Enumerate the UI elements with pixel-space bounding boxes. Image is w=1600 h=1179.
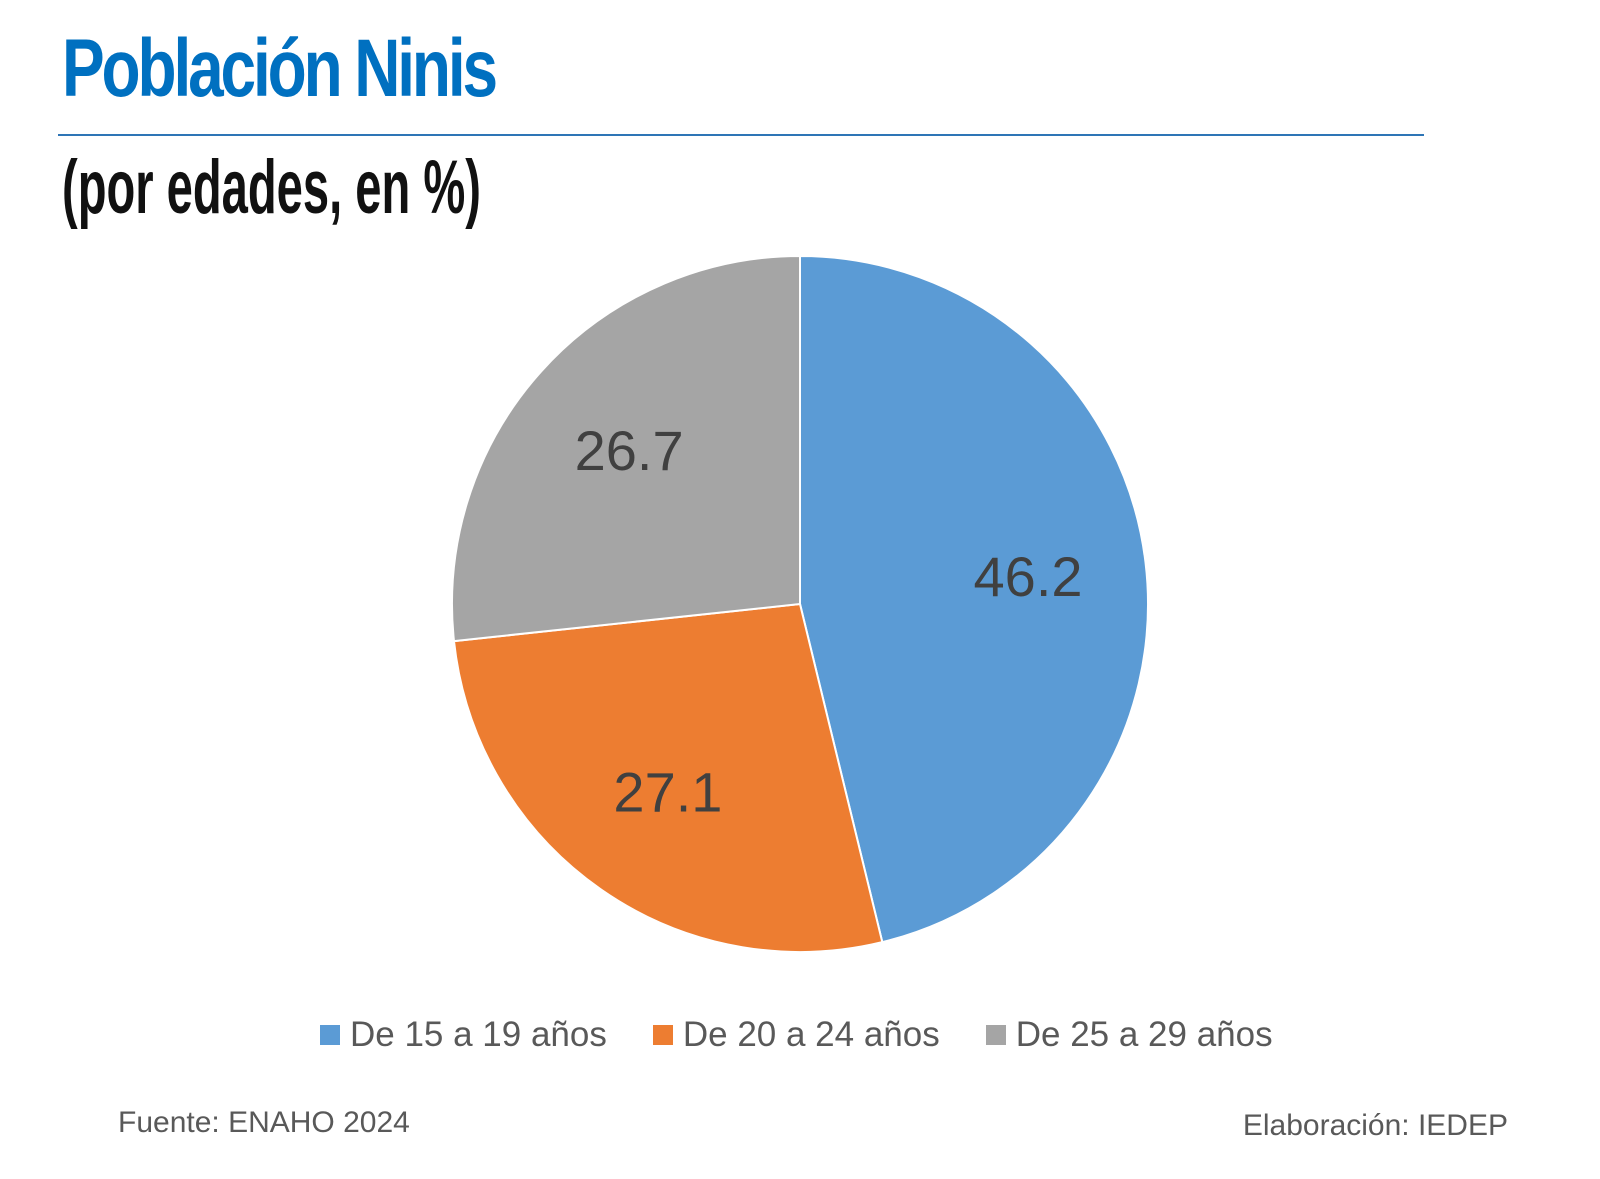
credit-note: Elaboración: IEDEP (1242, 1109, 1508, 1142)
data-label-20-24: 27.1 (613, 760, 722, 823)
source-note: Fuente: ENAHO 2024 (118, 1106, 410, 1139)
pie-slice-25-29 (451, 254, 801, 643)
data-label-15-19: 46.2 (974, 545, 1083, 608)
legend-label-20-24: De 20 a 24 años (682, 1015, 940, 1054)
pie-slice-15-19 (799, 254, 1149, 944)
pie-data-labels: 46.2 27.1 26.7 (575, 419, 1083, 823)
title-divider (58, 134, 1424, 136)
pie-slice-20-24 (452, 602, 884, 953)
legend-item-25-29: De 25 a 29 años (985, 1015, 1273, 1055)
legend-item-20-24: De 20 a 24 años (652, 1015, 940, 1055)
legend-swatch-20-24 (652, 1025, 673, 1045)
pie-slices (451, 254, 1149, 953)
legend-label-25-29: De 25 a 29 años (1015, 1015, 1273, 1054)
legend-label-15-19: De 15 a 19 años (350, 1015, 607, 1054)
chart-subtitle: (por edades, en %) (62, 145, 481, 230)
legend-swatch-25-29 (985, 1025, 1006, 1045)
chart-legend: De 15 a 19 años De 20 a 24 años De 25 a … (320, 1010, 1273, 1060)
data-label-25-29: 26.7 (575, 419, 684, 482)
chart-title: Población Ninis (62, 23, 498, 114)
legend-swatch-15-19 (320, 1025, 340, 1045)
legend-item-15-19: De 15 a 19 años (320, 1015, 607, 1055)
